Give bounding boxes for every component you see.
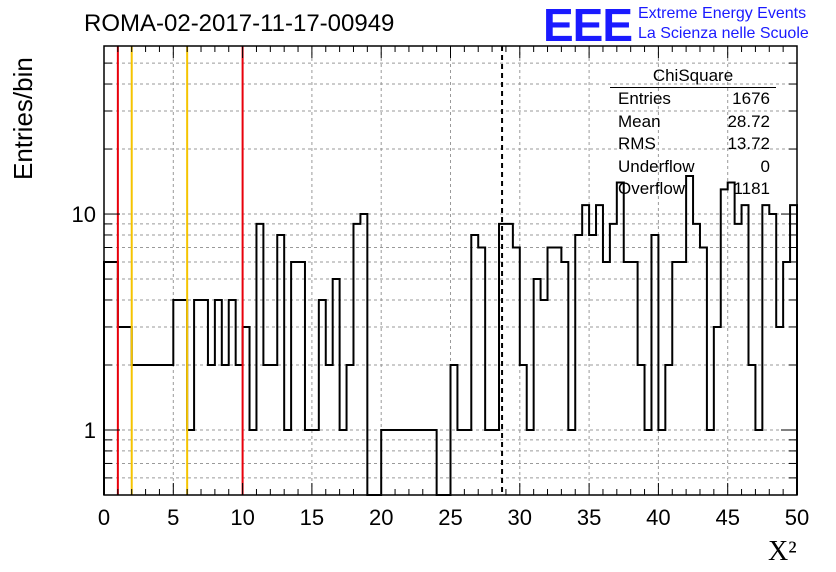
stats-row-rms: RMS 13.72 bbox=[610, 133, 776, 156]
x-tick-label: 20 bbox=[369, 505, 393, 530]
org-name-line2: La Scienza nelle Scuole bbox=[638, 25, 809, 42]
chart-title: ROMA-02-2017-11-17-00949 bbox=[84, 10, 395, 37]
x-tick-label: 5 bbox=[167, 505, 179, 530]
stats-label: Entries bbox=[618, 89, 671, 108]
stats-row-mean: Mean 28.72 bbox=[610, 111, 776, 134]
stats-row-overflow: Overflow 1181 bbox=[610, 178, 776, 201]
stats-label: Underflow bbox=[618, 156, 695, 176]
stats-label: RMS bbox=[618, 134, 656, 153]
stats-label: Mean bbox=[618, 111, 661, 131]
y-tick-label: 1 bbox=[84, 418, 96, 443]
stats-row-entries: Entries 1676 bbox=[610, 88, 776, 111]
x-axis-label: X² bbox=[768, 536, 797, 567]
y-axis-label: Entries/bin bbox=[8, 57, 38, 180]
stats-title: ChiSquare bbox=[610, 66, 776, 88]
stats-value: 1676 bbox=[732, 89, 770, 108]
x-tick-label: 15 bbox=[300, 505, 324, 530]
x-tick-label: 10 bbox=[230, 505, 254, 530]
x-tick-label: 30 bbox=[508, 505, 532, 530]
y-tick-label: 10 bbox=[72, 202, 96, 227]
stats-box: ChiSquare Entries 1676 Mean 28.72 RMS 13… bbox=[610, 66, 776, 201]
stats-value: 1181 bbox=[733, 179, 770, 198]
org-name-line1: Extreme Energy Events bbox=[638, 5, 807, 22]
x-tick-label: 45 bbox=[715, 505, 739, 530]
stats-label: Overflow bbox=[618, 179, 686, 198]
stats-row-underflow: Underflow 0 bbox=[610, 156, 776, 179]
x-tick-label: 25 bbox=[438, 505, 462, 530]
x-tick-label: 0 bbox=[98, 505, 110, 530]
x-tick-label: 40 bbox=[646, 505, 670, 530]
stats-value: 28.72 bbox=[727, 111, 770, 131]
x-tick-label: 50 bbox=[785, 505, 809, 530]
stats-value: 13.72 bbox=[727, 134, 770, 153]
histogram-outline bbox=[103, 175, 798, 496]
stats-value: 0 bbox=[760, 156, 770, 176]
eee-logo: EEE bbox=[543, 0, 633, 51]
x-tick-label: 35 bbox=[577, 505, 601, 530]
